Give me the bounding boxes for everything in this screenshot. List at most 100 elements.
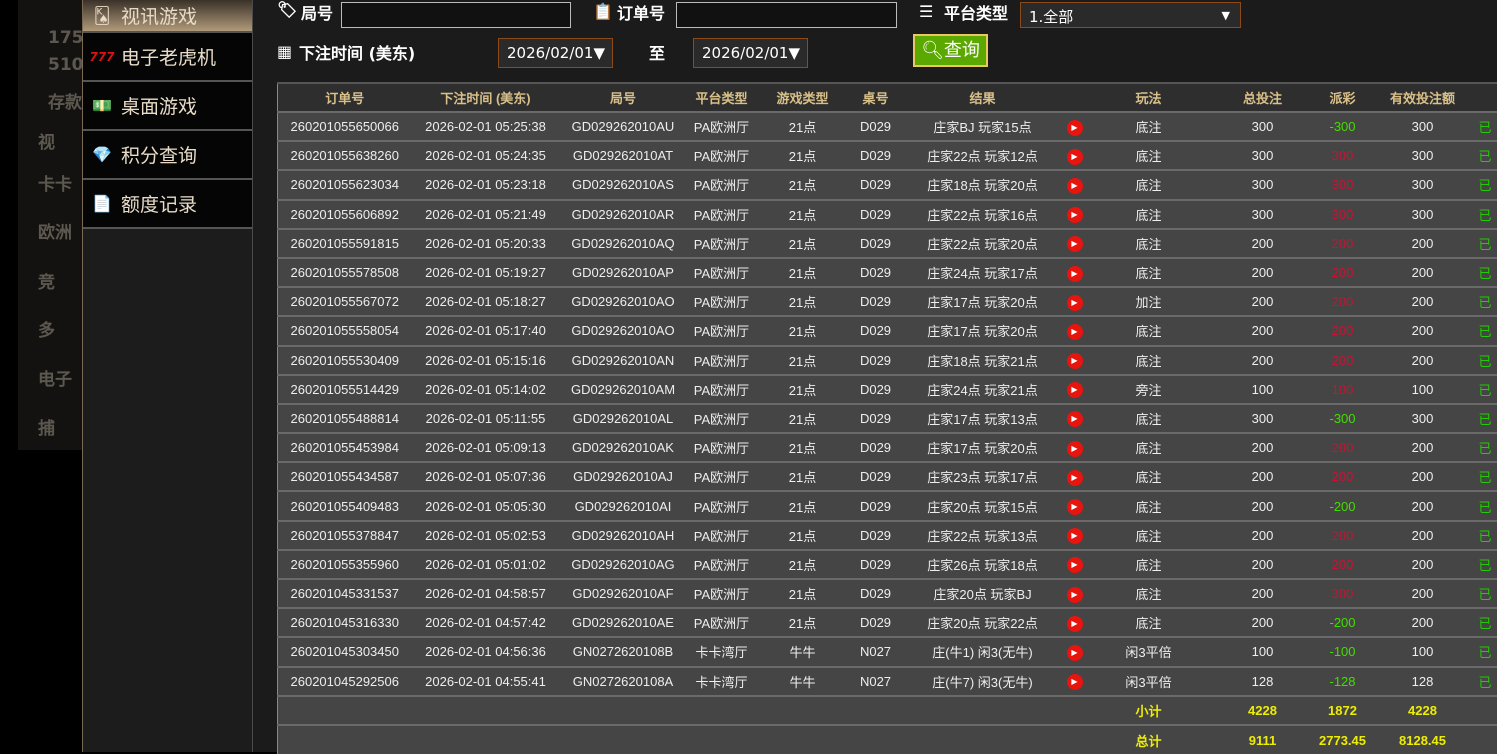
platform: PA欧洲厅	[687, 433, 757, 462]
bet-time: 2026-02-01 04:56:36	[412, 637, 560, 666]
play-replay-icon[interactable]: ▶	[1067, 382, 1083, 398]
valid-bet: 300	[1371, 404, 1475, 433]
total-bet: 200	[1211, 433, 1315, 462]
result: 庄家22点 玩家16点	[903, 200, 1063, 229]
payout: -200	[1315, 608, 1371, 637]
play-replay-icon[interactable]: ▶	[1067, 441, 1083, 457]
round-input[interactable]	[341, 2, 571, 28]
valid-bet: 100	[1371, 375, 1475, 404]
bet-records-table: 订单号下注时间 (美东)局号平台类型游戏类型桌号结果玩法总投注派彩有效投注额 2…	[277, 82, 1497, 754]
play-replay-icon[interactable]: ▶	[1067, 499, 1083, 515]
round-id: GD029262010AQ	[560, 229, 687, 258]
play-type: 底注	[1087, 579, 1211, 608]
order-input[interactable]	[676, 2, 897, 28]
play-replay-icon[interactable]: ▶	[1067, 207, 1083, 223]
play-replay-icon[interactable]: ▶	[1067, 470, 1083, 486]
platform: 卡卡湾厅	[687, 667, 757, 696]
valid-bet: 200	[1371, 521, 1475, 550]
date-to-select[interactable]: 2026/02/01▼	[693, 38, 808, 68]
payout: 300	[1315, 200, 1371, 229]
replay-cell: ▶	[1063, 608, 1087, 637]
game-type: 21点	[757, 141, 849, 170]
platform: PA欧洲厅	[687, 491, 757, 520]
play-replay-icon[interactable]: ▶	[1067, 178, 1083, 194]
play-replay-icon[interactable]: ▶	[1067, 149, 1083, 165]
date-from-select[interactable]: 2026/02/01▼	[498, 38, 613, 68]
platform: PA欧洲厅	[687, 170, 757, 199]
order-id: 260201045303450	[278, 637, 412, 666]
order-id: 260201045331537	[278, 579, 412, 608]
play-replay-icon[interactable]: ▶	[1067, 295, 1083, 311]
replay-cell: ▶	[1063, 491, 1087, 520]
background-text: 捕	[18, 414, 88, 439]
platform: PA欧洲厅	[687, 200, 757, 229]
subtotal-payout: 1872	[1315, 696, 1371, 725]
play-replay-icon[interactable]: ▶	[1067, 236, 1083, 252]
valid-bet: 200	[1371, 608, 1475, 637]
play-replay-icon[interactable]: ▶	[1067, 411, 1083, 427]
total-bet: 200	[1211, 550, 1315, 579]
menu-item-2[interactable]: 💵桌面游戏	[83, 82, 252, 131]
payout: 200	[1315, 550, 1371, 579]
play-replay-icon[interactable]: ▶	[1067, 587, 1083, 603]
game-type: 21点	[757, 433, 849, 462]
bet-time: 2026-02-01 04:57:42	[412, 608, 560, 637]
query-button[interactable]: 🔍︎查询	[913, 34, 988, 67]
valid-bet: 200	[1371, 346, 1475, 375]
payout: 300	[1315, 141, 1371, 170]
play-type: 底注	[1087, 258, 1211, 287]
platform-select[interactable]: 1.全部▼	[1020, 2, 1241, 28]
bet-time: 2026-02-01 05:17:40	[412, 316, 560, 345]
play-replay-icon[interactable]: ▶	[1067, 557, 1083, 573]
status: 已	[1475, 521, 1497, 550]
platform: PA欧洲厅	[687, 346, 757, 375]
round-id: GD029262010AL	[560, 404, 687, 433]
menu-item-0[interactable]: 🂮视讯游戏	[83, 0, 252, 33]
total-bet: 200	[1211, 608, 1315, 637]
play-replay-icon[interactable]: ▶	[1067, 266, 1083, 282]
column-header: 派彩	[1315, 83, 1371, 112]
play-replay-icon[interactable]: ▶	[1067, 616, 1083, 632]
column-header	[1475, 83, 1497, 112]
round-id: GD029262010AM	[560, 375, 687, 404]
result: 庄家22点 玩家12点	[903, 141, 1063, 170]
play-replay-icon[interactable]: ▶	[1067, 353, 1083, 369]
play-replay-icon[interactable]: ▶	[1067, 528, 1083, 544]
status: 已	[1475, 550, 1497, 579]
play-replay-icon[interactable]: ▶	[1067, 324, 1083, 340]
card-icon: 🂮	[83, 6, 121, 25]
search-icon: 🔍︎	[921, 40, 944, 61]
menu-item-label: 积分查询	[121, 141, 197, 168]
round-id: GD029262010AO	[560, 287, 687, 316]
empty-cell	[1475, 725, 1497, 754]
play-type: 底注	[1087, 491, 1211, 520]
result: 庄家26点 玩家18点	[903, 550, 1063, 579]
payout: -128	[1315, 667, 1371, 696]
round-id: GD029262010AI	[560, 491, 687, 520]
bet-time: 2026-02-01 04:58:57	[412, 579, 560, 608]
menu-item-4[interactable]: 📄额度记录	[83, 180, 252, 229]
payout: 200	[1315, 462, 1371, 491]
table-id: D029	[849, 404, 903, 433]
menu-item-label: 额度记录	[121, 190, 197, 217]
bet-time: 2026-02-01 05:11:55	[412, 404, 560, 433]
total-bet: 200	[1211, 579, 1315, 608]
game-type: 21点	[757, 579, 849, 608]
play-replay-icon[interactable]: ▶	[1067, 120, 1083, 136]
result: 庄家20点 玩家22点	[903, 608, 1063, 637]
play-replay-icon[interactable]: ▶	[1067, 674, 1083, 690]
valid-bet: 100	[1371, 637, 1475, 666]
diamond-icon: 💎	[83, 145, 121, 164]
play-replay-icon[interactable]: ▶	[1067, 645, 1083, 661]
replay-cell: ▶	[1063, 637, 1087, 666]
document-icon: 📄	[83, 194, 121, 213]
order-id: 260201055638260	[278, 141, 412, 170]
menu-item-3[interactable]: 💎积分查询	[83, 131, 252, 180]
result: 庄(牛1) 闲3(无牛)	[903, 637, 1063, 666]
